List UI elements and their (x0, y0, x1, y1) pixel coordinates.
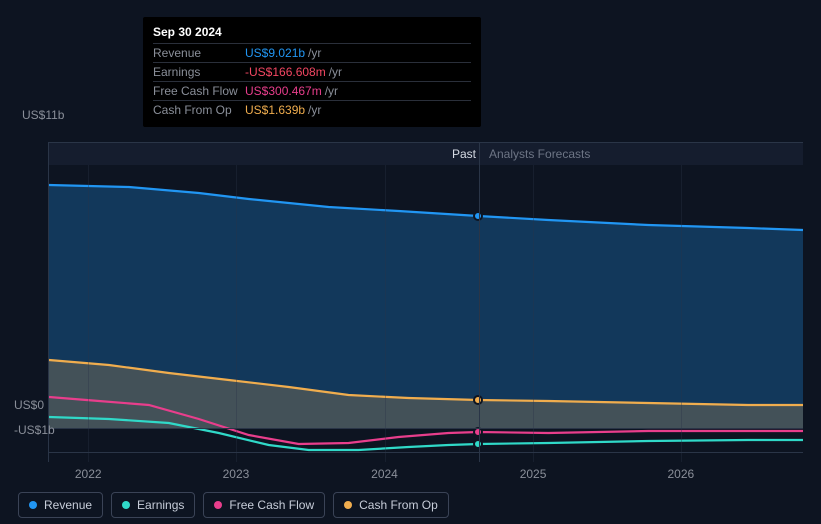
legend-label: Earnings (137, 498, 184, 512)
legend-label: Revenue (44, 498, 92, 512)
tooltip-row: Free Cash FlowUS$300.467m/yr (153, 81, 471, 100)
tooltip-metric-unit: /yr (308, 46, 321, 60)
legend: Revenue Earnings Free Cash Flow Cash From O… (18, 492, 449, 518)
yaxis-label-top: US$11b (22, 108, 64, 122)
lower-gridline (49, 452, 803, 453)
legend-item-revenue[interactable]: Revenue (18, 492, 103, 518)
legend-label: Free Cash Flow (229, 498, 314, 512)
xtick-label: 2026 (667, 467, 694, 481)
chart-area[interactable]: Past Analysts Forecasts 2022202320242025… (48, 142, 803, 462)
yaxis-label-zero: US$0 (14, 398, 44, 412)
legend-item-cash-from-op[interactable]: Cash From Op (333, 492, 449, 518)
tooltip-row: Cash From OpUS$1.639b/yr (153, 100, 471, 119)
legend-item-earnings[interactable]: Earnings (111, 492, 195, 518)
tooltip-metric-label: Revenue (153, 46, 245, 60)
legend-item-free-cash-flow[interactable]: Free Cash Flow (203, 492, 325, 518)
yaxis-label-neg: -US$1b (14, 423, 55, 437)
legend-dot-icon (29, 501, 37, 509)
tooltip-row: RevenueUS$9.021b/yr (153, 43, 471, 62)
zero-gridline (49, 428, 803, 429)
forecast-label: Analysts Forecasts (489, 147, 590, 161)
tooltip-metric-unit: /yr (308, 103, 321, 117)
legend-dot-icon (344, 501, 352, 509)
tooltip-row: Earnings-US$166.608m/yr (153, 62, 471, 81)
x-gridline (533, 165, 534, 462)
tooltip-metric-label: Cash From Op (153, 103, 245, 117)
tooltip-metric-label: Earnings (153, 65, 245, 79)
xtick-label: 2022 (75, 467, 102, 481)
legend-dot-icon (122, 501, 130, 509)
tooltip-metric-value: -US$166.608m (245, 65, 326, 79)
xtick-label: 2023 (223, 467, 250, 481)
x-gridline (88, 165, 89, 462)
chart-header-band: Past Analysts Forecasts (49, 143, 803, 165)
past-forecast-divider (479, 143, 480, 462)
x-gridline (681, 165, 682, 462)
x-gridline (236, 165, 237, 462)
tooltip-date: Sep 30 2024 (153, 25, 471, 43)
x-gridline (385, 165, 386, 462)
tooltip-metric-unit: /yr (325, 84, 338, 98)
tooltip-box: Sep 30 2024 RevenueUS$9.021b/yrEarnings-… (143, 17, 481, 127)
chart-container: US$11b Past Analysts Forecasts 202220232… (18, 120, 803, 504)
tooltip-metric-value: US$1.639b (245, 103, 305, 117)
xtick-label: 2024 (371, 467, 398, 481)
xtick-label: 2025 (520, 467, 547, 481)
tooltip-metric-value: US$9.021b (245, 46, 305, 60)
legend-dot-icon (214, 501, 222, 509)
past-label: Past (452, 147, 476, 161)
tooltip-metric-unit: /yr (329, 65, 342, 79)
tooltip-metric-label: Free Cash Flow (153, 84, 245, 98)
tooltip-metric-value: US$300.467m (245, 84, 322, 98)
legend-label: Cash From Op (359, 498, 438, 512)
plot-svg (49, 165, 803, 463)
